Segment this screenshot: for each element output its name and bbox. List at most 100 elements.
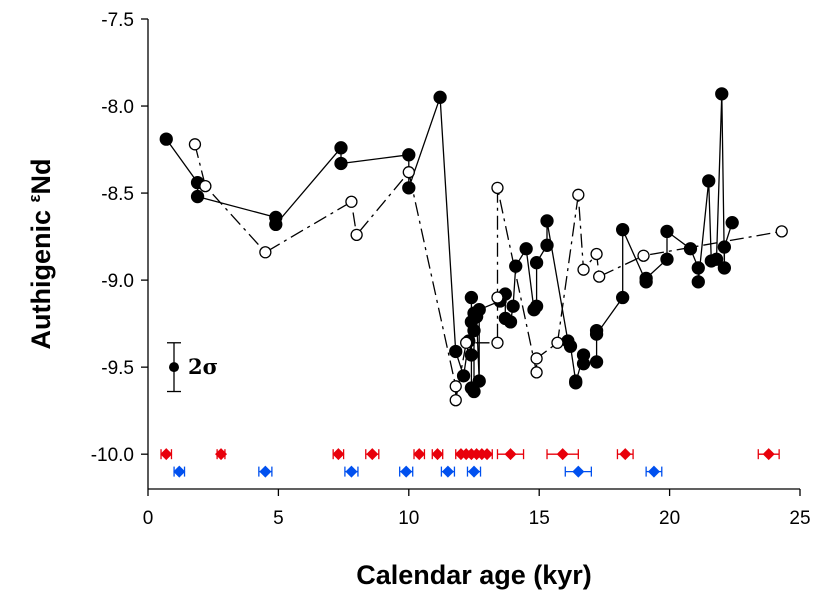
filled-data-point [472, 303, 486, 317]
filled-data-point [334, 156, 348, 171]
filled-data-point [529, 256, 544, 270]
filled-data-point [402, 148, 416, 162]
y-tick-label: -8.5 [101, 184, 134, 205]
filled-data-point [190, 189, 205, 204]
filled-data-point [467, 323, 481, 338]
filled-data-point [709, 252, 724, 266]
open-data-point [491, 181, 504, 195]
filled-data-point [660, 224, 674, 239]
x-axis-title: Calendar age (kyr) [356, 560, 592, 590]
filled-data-point [660, 252, 674, 266]
filled-data-point [503, 315, 518, 329]
series-line-filled-circles [165, 93, 733, 394]
age-marker-diamond [441, 465, 454, 478]
x-axis-ticks: 0 5 10 15 20 25 [143, 489, 811, 529]
filled-data-point [717, 261, 732, 275]
open-data-point [551, 336, 564, 349]
filled-data-point [702, 174, 716, 188]
open-data-point [345, 195, 358, 208]
filled-data-point [467, 384, 481, 399]
filled-data-point [616, 290, 630, 305]
y-axis-title: Authigenic εNd [25, 158, 56, 349]
filled-data-point [569, 376, 583, 390]
age-marker-diamond [556, 448, 569, 461]
filled-data-point [589, 327, 604, 341]
x-tick-label: 10 [398, 508, 419, 529]
open-data-point [199, 179, 212, 193]
filled-data-point [576, 357, 591, 371]
age-marker-diamond [431, 448, 444, 461]
open-data-point [530, 352, 543, 365]
open-data-point [460, 336, 473, 349]
sigma-label: 2σ [188, 354, 218, 379]
filled-data-point [715, 87, 729, 101]
age-marker-diamond [762, 448, 775, 461]
age-marker-diamond [572, 465, 585, 478]
filled-data-point [529, 299, 544, 313]
filled-data-point [464, 348, 479, 362]
open-data-point [775, 225, 788, 238]
y-axis-ticks: -7.5 -8.0 -8.5 -9.0 -9.5 -10.0 [91, 10, 148, 466]
filled-data-point [616, 222, 630, 237]
age-marker-diamond [619, 448, 632, 461]
x-tick-label: 5 [273, 508, 284, 529]
age-marker-diamond [332, 448, 345, 461]
open-data-point [491, 336, 504, 349]
x-tick-label: 20 [659, 508, 680, 529]
open-data-point [577, 263, 590, 276]
open-data-point [449, 380, 462, 393]
age-marker-diamond [366, 448, 379, 461]
age-marker-diamond [647, 465, 660, 478]
open-data-point [449, 394, 462, 407]
y-tick-label: -7.5 [101, 10, 134, 31]
filled-data-point [519, 242, 533, 256]
y-axis-title-nd: Nd [26, 158, 56, 194]
open-data-point [402, 166, 415, 179]
filled-data-point [269, 217, 283, 232]
open-data-point [188, 138, 202, 151]
age-marker-diamond [468, 465, 480, 478]
filled-data-point [456, 369, 471, 383]
filled-data-point [563, 339, 578, 353]
age-marker-diamond [259, 465, 272, 478]
filled-data-point [334, 141, 348, 155]
filled-data-point [472, 374, 486, 388]
filled-data-point [691, 261, 705, 275]
filled-data-point [506, 299, 520, 313]
filled-data-point [589, 355, 604, 369]
y-tick-label: -9.0 [101, 271, 134, 292]
two-sigma-error-bar [167, 342, 181, 393]
filled-data-point [717, 240, 732, 254]
age-marker-diamond [504, 448, 517, 461]
open-data-point [593, 270, 606, 283]
filled-data-point [402, 181, 416, 195]
filled-data-point [683, 242, 698, 256]
age-marker-diamond [413, 448, 426, 461]
open-data-point [590, 247, 603, 261]
filled-data-point [691, 275, 705, 289]
y-axis-title-epsilon: ε [25, 194, 44, 202]
x-tick-label: 0 [143, 508, 154, 529]
sigma-bar-point [169, 362, 179, 373]
filled-data-point [725, 216, 739, 230]
filled-data-point [449, 344, 463, 359]
age-marker-diamond [173, 465, 186, 478]
open-data-point [637, 249, 650, 262]
filled-data-point [159, 132, 173, 146]
open-data-point [350, 228, 363, 242]
open-data-point [491, 291, 504, 304]
filled-data-point [509, 259, 523, 273]
y-tick-label: -9.5 [101, 358, 134, 379]
open-data-point [572, 188, 585, 201]
y-tick-label: -10.0 [91, 445, 134, 466]
y-axis-title-main: Authigenic [26, 203, 56, 350]
filled-data-point [464, 290, 479, 305]
series-points [159, 87, 788, 407]
filled-data-point [540, 238, 554, 252]
age-marker-diamond [400, 465, 413, 478]
age-marker-diamond [481, 448, 494, 461]
age-marker-diamond [345, 465, 358, 478]
y-tick-label: -8.0 [101, 97, 134, 118]
x-tick-label: 25 [789, 508, 810, 529]
